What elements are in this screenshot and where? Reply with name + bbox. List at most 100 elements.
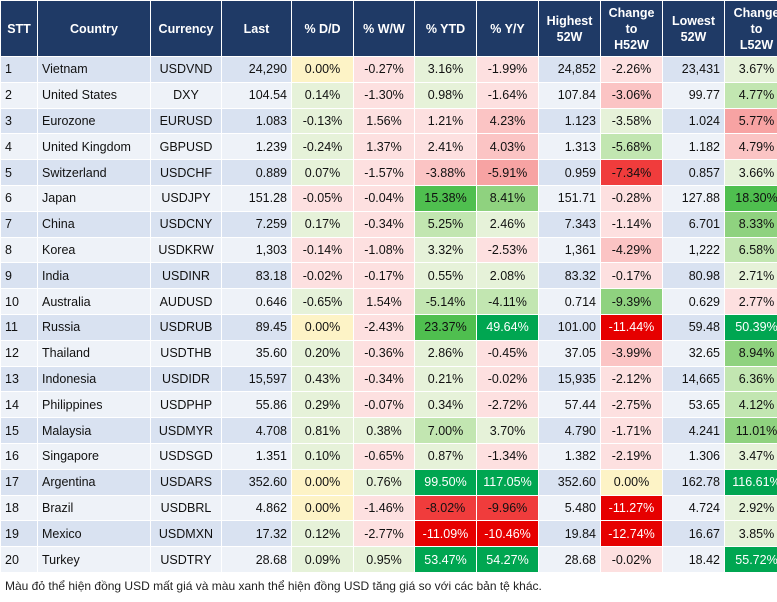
cell-currency: USDARS <box>150 468 222 496</box>
cell-ch52: -2.75% <box>600 391 663 419</box>
cell-yy: -1.64% <box>476 81 539 109</box>
cell-last: 89.45 <box>221 313 292 341</box>
cell-ytd: 2.41% <box>414 133 477 161</box>
cell-stt: 2 <box>0 81 38 109</box>
cell-ch52: -7.34% <box>600 159 663 186</box>
cell-yy: -4.11% <box>476 288 539 315</box>
cell-l52: 0.857 <box>662 159 725 186</box>
cell-yy: -1.34% <box>476 442 539 470</box>
cell-stt: 8 <box>0 236 38 264</box>
cell-l52: 99.77 <box>662 81 725 109</box>
cell-ww: -0.34% <box>353 210 415 238</box>
cell-cl52: 18.30% <box>724 184 777 212</box>
cell-yy: 54.27% <box>476 546 539 573</box>
cell-ytd: 0.87% <box>414 442 477 470</box>
cell-stt: 10 <box>0 288 38 315</box>
cell-cl52: 4.77% <box>724 81 777 109</box>
cell-stt: 4 <box>0 133 38 161</box>
cell-ww: -0.17% <box>353 262 415 290</box>
cell-cl52: 50.39% <box>724 313 777 341</box>
header-row: STT Country Currency Last% D/D% W/W% YTD% Y… <box>0 0 777 57</box>
cell-stt: 1 <box>0 56 38 83</box>
cell-yy: -2.53% <box>476 236 539 264</box>
cell-country: Japan <box>37 184 151 212</box>
cell-dd: 0.43% <box>291 365 354 393</box>
table-row: 8 Korea USDKRW 1,303 -0.14% -1.08% 3.32% -2.53%… <box>0 236 777 264</box>
cell-h52: 57.44 <box>538 391 601 419</box>
cell-cl52: 3.67% <box>724 56 777 83</box>
cell-ytd: 3.16% <box>414 56 477 83</box>
cell-country: Switzerland <box>37 159 151 186</box>
cell-cl52: 116.61% <box>724 468 777 496</box>
cell-ch52: -2.26% <box>600 56 663 83</box>
cell-currency: AUDUSD <box>150 288 222 315</box>
table-row: 2 United States DXY 104.54 0.14% -1.30% 0.98% -… <box>0 81 777 109</box>
cell-ch52: -9.39% <box>600 288 663 315</box>
cell-yy: -2.72% <box>476 391 539 419</box>
cell-stt: 11 <box>0 313 38 341</box>
cell-ch52: -0.02% <box>600 546 663 573</box>
col-header-currency: Currency <box>150 0 222 57</box>
cell-last: 1.239 <box>221 133 292 161</box>
table-row: 6 Japan USDJPY 151.28 -0.05% -0.04% 15.38% 8.41… <box>0 184 777 212</box>
cell-currency: USDBRL <box>150 494 222 522</box>
col-header-l52: Lowest 52W <box>662 0 725 57</box>
cell-ch52: -11.44% <box>600 313 663 341</box>
cell-last: 7.259 <box>221 210 292 238</box>
cell-h52: 5.480 <box>538 494 601 522</box>
cell-ytd: 7.00% <box>414 417 477 444</box>
cell-last: 83.18 <box>221 262 292 290</box>
cell-yy: -5.91% <box>476 159 539 186</box>
cell-cl52: 11.01% <box>724 417 777 444</box>
cell-last: 104.54 <box>221 81 292 109</box>
col-header-stt: STT <box>0 0 38 57</box>
cell-country: Turkey <box>37 546 151 573</box>
col-header-last: Last <box>221 0 292 57</box>
cell-stt: 9 <box>0 262 38 290</box>
cell-yy: -0.45% <box>476 339 539 367</box>
cell-ww: 0.76% <box>353 468 415 496</box>
cell-stt: 13 <box>0 365 38 393</box>
cell-currency: USDRUB <box>150 313 222 341</box>
cell-ww: -1.57% <box>353 159 415 186</box>
cell-dd: 0.07% <box>291 159 354 186</box>
col-header-ww: % W/W <box>353 0 415 57</box>
cell-cl52: 2.92% <box>724 494 777 522</box>
cell-dd: -0.24% <box>291 133 354 161</box>
cell-cl52: 2.71% <box>724 262 777 290</box>
cell-yy: -0.02% <box>476 365 539 393</box>
cell-cl52: 4.79% <box>724 133 777 161</box>
cell-yy: 2.46% <box>476 210 539 238</box>
cell-dd: -0.05% <box>291 184 354 212</box>
cell-ytd: 2.86% <box>414 339 477 367</box>
cell-currency: USDMYR <box>150 417 222 444</box>
cell-ww: -0.34% <box>353 365 415 393</box>
cell-dd: -0.02% <box>291 262 354 290</box>
cell-ch52: -1.14% <box>600 210 663 238</box>
cell-currency: GBPUSD <box>150 133 222 161</box>
table-row: 13 Indonesia USDIDR 15,597 0.43% -0.34% 0.21% -… <box>0 365 777 393</box>
table-row: 3 Eurozone EURUSD 1.083 -0.13% 1.56% 1.21% 4.23… <box>0 107 777 135</box>
cell-dd: 0.00% <box>291 56 354 83</box>
cell-currency: USDJPY <box>150 184 222 212</box>
cell-ytd: 0.55% <box>414 262 477 290</box>
cell-ytd: 0.34% <box>414 391 477 419</box>
cell-dd: 0.10% <box>291 442 354 470</box>
col-header-ytd: % YTD <box>414 0 477 57</box>
cell-h52: 24,852 <box>538 56 601 83</box>
cell-dd: 0.17% <box>291 210 354 238</box>
cell-currency: USDVND <box>150 56 222 83</box>
cell-country: Malaysia <box>37 417 151 444</box>
cell-h52: 7.343 <box>538 210 601 238</box>
table-row: 20 Turkey USDTRY 28.68 0.09% 0.95% 53.47% 54.27… <box>0 546 777 573</box>
cell-last: 151.28 <box>221 184 292 212</box>
cell-l52: 162.78 <box>662 468 725 496</box>
table-row: 19 Mexico USDMXN 17.32 0.12% -2.77% -11.09% -10… <box>0 520 777 548</box>
cell-ytd: -3.88% <box>414 159 477 186</box>
table-row: 5 Switzerland USDCHF 0.889 0.07% -1.57% -3.88%… <box>0 159 777 186</box>
cell-ytd: 15.38% <box>414 184 477 212</box>
table-row: 15 Malaysia USDMYR 4.708 0.81% 0.38% 7.00% 3.70… <box>0 417 777 444</box>
cell-ch52: -12.74% <box>600 520 663 548</box>
col-header-cl52: Change to L52W <box>724 0 777 57</box>
cell-currency: USDSGD <box>150 442 222 470</box>
